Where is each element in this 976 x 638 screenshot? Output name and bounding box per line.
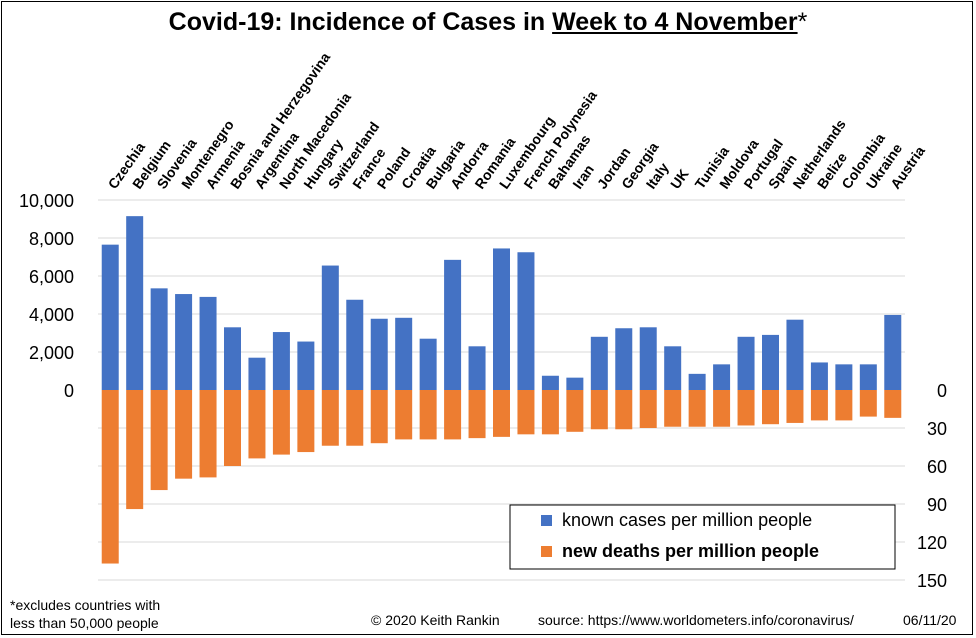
- deaths-bar: [468, 390, 486, 439]
- cases-bar: [150, 288, 168, 390]
- deaths-bar: [175, 390, 193, 479]
- cases-bar: [224, 327, 241, 390]
- deaths-bar: [419, 390, 437, 440]
- legend-swatch-deaths: [541, 546, 552, 557]
- cases-bar: [248, 357, 266, 390]
- right-tick-label: 90: [927, 495, 947, 515]
- date: 06/11/20: [903, 612, 957, 628]
- deaths-bar: [493, 390, 510, 437]
- title-period: Week to 4 November: [552, 8, 798, 36]
- right-tick-label: 120: [917, 533, 947, 553]
- deaths-bar: [664, 390, 682, 427]
- footnote-line-2: less than 50,000 people: [10, 615, 159, 631]
- deaths-bar: [126, 390, 144, 510]
- title-prefix: Covid-19: Incidence of Cases in: [168, 8, 553, 36]
- chart-title: Covid-19: Incidence of Cases in Week to …: [0, 8, 976, 37]
- cases-bar: [713, 364, 731, 390]
- cases-bar: [419, 338, 437, 390]
- deaths-bar: [101, 390, 119, 564]
- deaths-bar: [297, 390, 315, 453]
- deaths-bar: [590, 390, 608, 430]
- cases-bar: [272, 332, 290, 390]
- cases-bar: [346, 299, 364, 390]
- deaths-bar: [444, 390, 462, 440]
- deaths-bar: [786, 390, 804, 423]
- cases-bar: [468, 346, 486, 390]
- cases-bar: [688, 373, 706, 390]
- cases-bar: [541, 375, 559, 390]
- cases-bar: [615, 328, 633, 390]
- cases-bar: [859, 364, 877, 390]
- deaths-bar: [639, 390, 657, 428]
- source: source: https://www.worldometers.info/co…: [538, 612, 854, 628]
- copyright: © 2020 Keith Rankin: [371, 612, 500, 628]
- deaths-bar: [810, 390, 828, 421]
- left-tick-label: 4,000: [29, 305, 74, 325]
- deaths-bar: [248, 390, 266, 459]
- deaths-bar: [395, 390, 413, 440]
- right-tick-label: 150: [917, 571, 947, 591]
- deaths-bar: [199, 390, 217, 478]
- left-tick-label: 8,000: [29, 229, 74, 249]
- cases-bar: [444, 259, 462, 390]
- footnote-line-1: *excludes countries with: [10, 597, 161, 613]
- left-tick-label: 2,000: [29, 343, 74, 363]
- deaths-bar: [713, 390, 731, 427]
- cases-bar: [199, 296, 217, 390]
- deaths-bar: [615, 390, 633, 430]
- deaths-bar: [517, 390, 535, 435]
- cases-bar: [590, 336, 608, 390]
- deaths-bar: [859, 390, 877, 417]
- cases-bar: [762, 334, 779, 390]
- cases-bar: [639, 327, 657, 390]
- legend-label-deaths: new deaths per million people: [562, 541, 819, 561]
- deaths-bar: [835, 390, 853, 421]
- left-tick-label: 0: [64, 381, 74, 401]
- deaths-bar: [272, 390, 290, 455]
- title-asterisk: *: [797, 8, 808, 36]
- legend-swatch-cases: [541, 515, 552, 526]
- deaths-bar: [884, 390, 902, 418]
- cases-bar: [370, 318, 388, 390]
- cases-bar: [517, 252, 535, 390]
- deaths-bar: [762, 390, 779, 425]
- cases-bar: [493, 248, 510, 390]
- legend: known cases per million people new death…: [509, 504, 896, 570]
- deaths-bar: [541, 390, 559, 435]
- deaths-bar: [688, 390, 706, 427]
- legend-label-cases: known cases per million people: [562, 510, 812, 530]
- cases-bar: [737, 336, 755, 390]
- cases-bar: [786, 319, 804, 390]
- right-tick-label: 0: [937, 381, 947, 401]
- cases-bar: [126, 216, 144, 390]
- cases-bar: [664, 346, 682, 390]
- cases-bar: [321, 265, 339, 390]
- deaths-bar: [321, 390, 339, 446]
- deaths-bar: [370, 390, 388, 444]
- deaths-bar: [346, 390, 364, 446]
- cases-bar: [566, 377, 584, 390]
- deaths-bar: [150, 390, 168, 491]
- left-tick-label: 10,000: [19, 191, 74, 211]
- left-tick-label: 6,000: [29, 267, 74, 287]
- deaths-bar: [566, 390, 584, 432]
- cases-bar: [884, 314, 902, 390]
- cases-bar: [175, 294, 193, 390]
- cases-bar: [835, 364, 853, 390]
- right-tick-label: 60: [927, 457, 947, 477]
- deaths-bar: [224, 390, 241, 466]
- cases-bar: [810, 362, 828, 390]
- deaths-bar: [737, 390, 755, 426]
- cases-bar: [395, 317, 413, 390]
- cases-bar: [101, 244, 119, 390]
- cases-bar: [297, 341, 315, 390]
- right-tick-label: 30: [927, 419, 947, 439]
